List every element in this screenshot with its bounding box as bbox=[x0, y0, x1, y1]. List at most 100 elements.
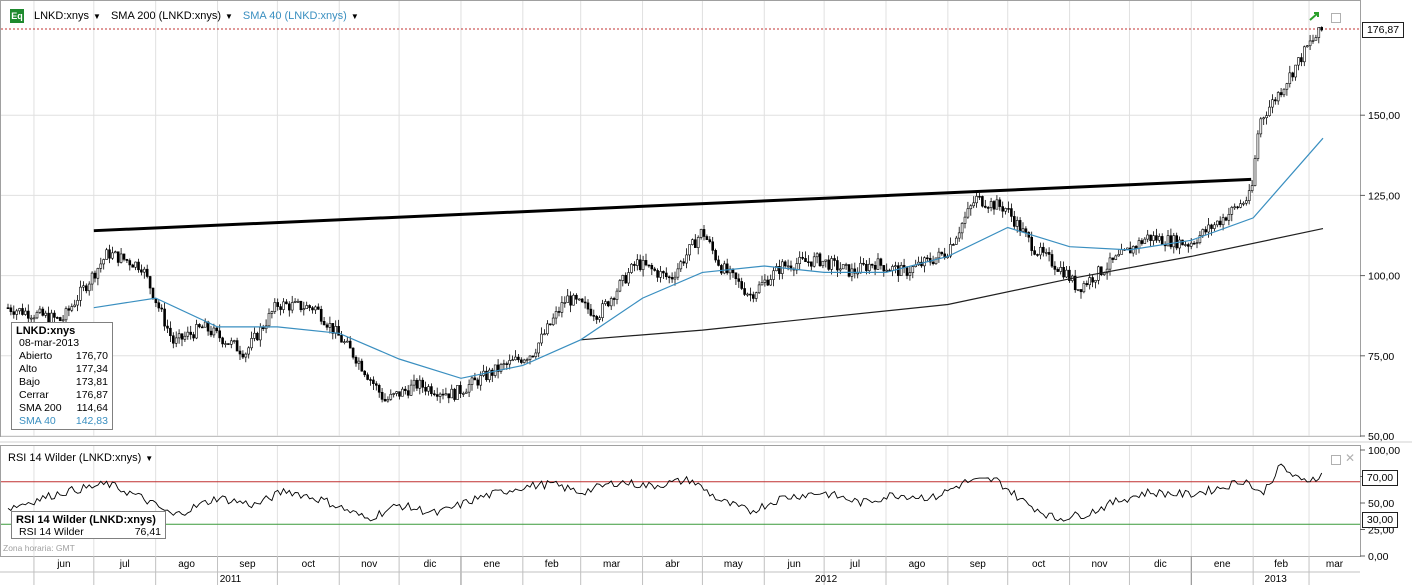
candle-down bbox=[157, 302, 161, 309]
candle-up bbox=[1311, 40, 1315, 42]
candle-down bbox=[154, 298, 158, 304]
candle-up bbox=[267, 313, 271, 327]
candle-down bbox=[870, 263, 874, 266]
month-tick-label: ene bbox=[1214, 559, 1231, 570]
candle-up bbox=[244, 353, 248, 358]
candle-up bbox=[1021, 228, 1025, 232]
candle-down bbox=[430, 386, 433, 395]
candle-down bbox=[1091, 277, 1094, 283]
month-tick-label: dic bbox=[1154, 559, 1167, 570]
candle-up bbox=[389, 393, 393, 400]
month-tick-label: ene bbox=[484, 559, 501, 570]
candle-down bbox=[12, 311, 16, 315]
candle-up bbox=[754, 292, 758, 299]
trend-up-icon bbox=[1309, 12, 1319, 21]
caret-down-icon[interactable]: ▼ bbox=[93, 11, 101, 21]
candle-down bbox=[218, 330, 221, 339]
month-tick-label: jun bbox=[787, 559, 801, 570]
close-icon[interactable]: ✕ bbox=[1345, 451, 1356, 465]
candle-down bbox=[833, 258, 836, 261]
candle-down bbox=[496, 364, 500, 372]
candle-down bbox=[116, 251, 120, 263]
month-tick-label: mar bbox=[603, 559, 621, 570]
candle-down bbox=[166, 325, 169, 329]
candle-down bbox=[331, 323, 335, 334]
maximize-icon[interactable] bbox=[1331, 13, 1341, 23]
rsi-legend[interactable]: RSI 14 Wilder (LNKD:xnys) ▼ bbox=[8, 452, 153, 464]
candle-up bbox=[488, 369, 491, 381]
candle-down bbox=[1155, 235, 1158, 241]
candle-up bbox=[1076, 289, 1080, 291]
candle-up bbox=[35, 312, 39, 319]
candle-up bbox=[395, 391, 398, 394]
maximize-icon[interactable] bbox=[1331, 455, 1341, 465]
candle-down bbox=[766, 279, 770, 286]
candle-up bbox=[1303, 46, 1306, 63]
candle-up bbox=[296, 300, 300, 303]
candle-down bbox=[453, 388, 456, 400]
candle-up bbox=[314, 306, 317, 311]
candle-down bbox=[1175, 235, 1178, 249]
candle-down bbox=[743, 288, 746, 295]
candle-down bbox=[1274, 99, 1277, 102]
candle-down bbox=[818, 253, 822, 267]
candle-down bbox=[847, 264, 851, 277]
candle-down bbox=[1187, 244, 1190, 247]
candle-down bbox=[279, 306, 282, 310]
info-label: SMA 40 bbox=[19, 415, 56, 427]
candle-down bbox=[873, 265, 877, 270]
caret-down-icon[interactable]: ▼ bbox=[145, 453, 154, 463]
candle-down bbox=[1160, 236, 1164, 245]
candle-up bbox=[543, 333, 546, 336]
candle-up bbox=[679, 261, 683, 270]
candle-up bbox=[1213, 224, 1216, 229]
candle-down bbox=[160, 307, 163, 310]
caret-down-icon[interactable]: ▼ bbox=[225, 11, 233, 21]
candle-down bbox=[374, 383, 378, 386]
candle-up bbox=[856, 272, 860, 275]
candle-down bbox=[569, 295, 572, 306]
candle-up bbox=[293, 301, 297, 303]
candle-up bbox=[96, 268, 100, 279]
legend-sma200[interactable]: SMA 200 (LNKD:xnys) ▼ bbox=[111, 10, 233, 22]
candle-up bbox=[1297, 57, 1300, 66]
candle-up bbox=[621, 275, 625, 281]
caret-down-icon[interactable]: ▼ bbox=[350, 11, 359, 21]
candle-up bbox=[1282, 88, 1286, 96]
rsi-upper-tag: 70,00 bbox=[1362, 470, 1398, 486]
legend-sma40[interactable]: SMA 40 (LNKD:xnys) ▼ bbox=[243, 10, 359, 22]
candle-down bbox=[853, 268, 857, 274]
info-value: 177,34 bbox=[75, 363, 108, 375]
rsi-info-label: RSI 14 Wilder bbox=[19, 526, 84, 538]
candle-up bbox=[1233, 206, 1236, 209]
price-tick-label: 100,00 bbox=[1368, 271, 1400, 283]
candle-down bbox=[221, 337, 224, 345]
candle-up bbox=[995, 199, 999, 210]
candle-down bbox=[1140, 240, 1144, 244]
candle-up bbox=[627, 272, 630, 284]
candle-up bbox=[357, 360, 361, 364]
candle-down bbox=[128, 260, 132, 266]
candle-down bbox=[441, 393, 445, 396]
candle-up bbox=[821, 260, 825, 267]
candle-up bbox=[1201, 229, 1205, 236]
candle-up bbox=[659, 271, 662, 278]
candle-down bbox=[125, 259, 129, 261]
candle-down bbox=[737, 278, 741, 282]
candle-down bbox=[93, 272, 97, 279]
candle-down bbox=[490, 369, 494, 376]
year-label: 2013 bbox=[1265, 574, 1288, 585]
candle-down bbox=[693, 239, 697, 248]
candle-up bbox=[876, 258, 880, 270]
candle-down bbox=[1079, 289, 1083, 293]
candle-up bbox=[960, 223, 964, 234]
candle-up bbox=[1152, 235, 1155, 241]
candle-down bbox=[896, 265, 900, 276]
candle-down bbox=[983, 205, 987, 208]
legend-symbol[interactable]: LNKD:xnys ▼ bbox=[34, 10, 101, 22]
candle-down bbox=[256, 332, 259, 341]
price-tick-label: 125,00 bbox=[1368, 190, 1400, 202]
candle-up bbox=[1094, 280, 1097, 283]
candle-up bbox=[232, 340, 236, 342]
candle-up bbox=[1039, 246, 1042, 256]
